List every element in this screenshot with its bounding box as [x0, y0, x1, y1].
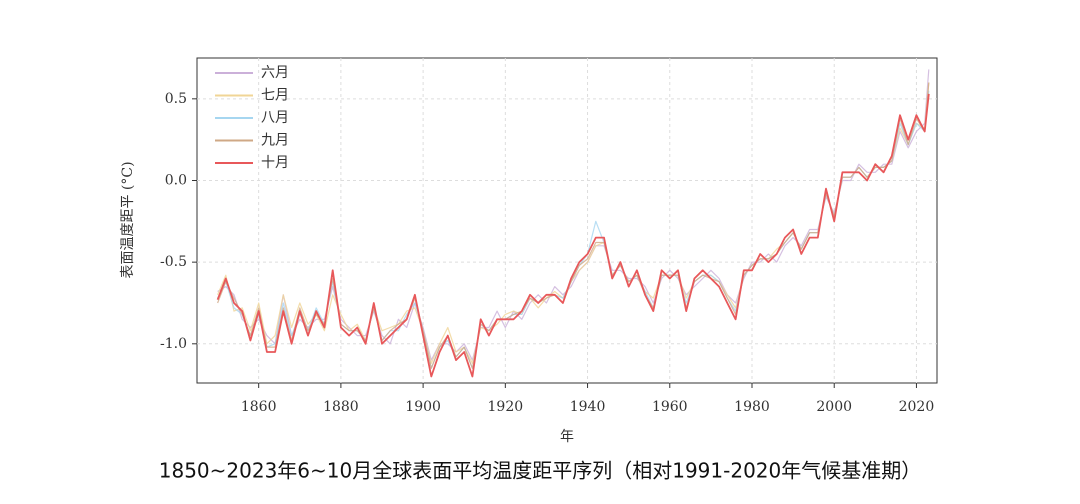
- y-tick-label: 0.5: [165, 91, 187, 107]
- legend-label: 七月: [261, 88, 289, 104]
- legend-label: 九月: [261, 133, 289, 149]
- x-tick-label: 1980: [734, 399, 770, 415]
- x-tick-label: 1900: [405, 399, 441, 415]
- x-tick-label: 1940: [570, 399, 606, 415]
- legend-label: 六月: [261, 65, 289, 81]
- data-line: [217, 82, 930, 364]
- x-tick-label: 1960: [652, 399, 688, 415]
- legend-label: 八月: [261, 110, 289, 126]
- x-tick-label: 1920: [488, 399, 524, 415]
- legend-label: 十月: [261, 155, 289, 171]
- x-tick-label: 2020: [899, 399, 935, 415]
- y-tick-label: -0.5: [160, 254, 187, 270]
- x-tick-label: 1880: [323, 399, 359, 415]
- y-axis-label: 表面温度距平 (°C): [120, 161, 136, 278]
- x-tick-label: 2000: [816, 399, 852, 415]
- x-axis-label: 年: [560, 429, 574, 445]
- x-tick-label: 1860: [241, 399, 277, 415]
- plot-frame: [196, 57, 938, 384]
- y-tick-label: 0.0: [165, 172, 187, 188]
- chart-title: 1850~2023年6~10月全球表面平均温度距平序列（相对1991-2020年…: [159, 459, 922, 483]
- data-line: [216, 93, 930, 378]
- y-tick-label: -1.0: [160, 336, 187, 352]
